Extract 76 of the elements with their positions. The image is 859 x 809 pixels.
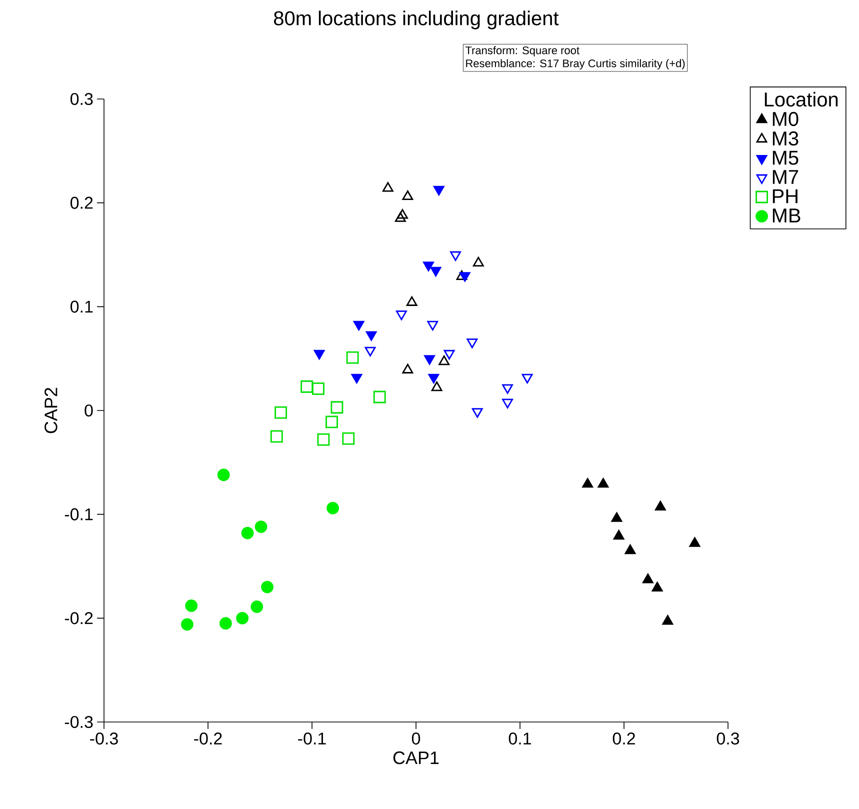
point (274, 406, 287, 419)
legend-label: M7 (772, 170, 798, 184)
point (312, 382, 324, 395)
point (300, 380, 314, 393)
point (326, 502, 340, 514)
point (459, 272, 470, 282)
point (181, 618, 194, 631)
x-tick-label: -0.3 (90, 732, 118, 745)
point (366, 331, 377, 341)
point (261, 580, 274, 594)
point (353, 320, 364, 331)
x-tick-label: 0.2 (612, 732, 635, 745)
chart-title: 80m locations including gradient (274, 10, 559, 30)
point (642, 574, 654, 584)
legend-label: PH (772, 189, 798, 204)
point (430, 266, 442, 277)
point (254, 520, 268, 533)
point (444, 350, 455, 360)
legend-label: M0 (772, 112, 798, 126)
point (433, 186, 444, 196)
point (472, 408, 483, 418)
point (219, 617, 232, 630)
legend-title: Location (764, 92, 838, 107)
point (450, 251, 461, 261)
point (522, 374, 533, 384)
point (326, 416, 338, 428)
point (396, 310, 407, 320)
y-tick-label: -0.2 (64, 612, 93, 624)
point (427, 320, 438, 331)
legend-label: M5 (772, 150, 798, 165)
point (317, 433, 330, 446)
point (502, 384, 513, 394)
y-axis-title: CAP2 (44, 388, 58, 434)
point (236, 612, 249, 624)
y-tick-label: 0.2 (70, 196, 93, 209)
point (373, 390, 386, 404)
point (624, 544, 636, 554)
x-tick-label: -0.1 (298, 732, 326, 745)
legend-label: MB (772, 208, 800, 222)
x-tick-label: 0.1 (508, 732, 531, 745)
x-axis-title: CAP1 (393, 751, 439, 764)
point (250, 600, 264, 613)
text: Transform: Square root (465, 46, 580, 56)
point (314, 350, 325, 360)
y-tick-label: -0.3 (64, 716, 93, 728)
text: Resemblance: S17 Bray Curtis similarity (+d) (466, 59, 685, 70)
point (662, 615, 674, 625)
point (502, 398, 513, 408)
point (582, 478, 594, 488)
y-tick-label: 0.3 (70, 92, 93, 106)
point (611, 512, 622, 522)
point (613, 530, 624, 540)
x-tick-label: 0.3 (716, 732, 740, 745)
y-tick-label: -0.1 (64, 508, 93, 520)
point (466, 338, 478, 348)
point (423, 262, 434, 272)
point (689, 537, 700, 547)
point (270, 430, 283, 443)
point (342, 432, 355, 445)
x-tick-label: 0 (412, 732, 420, 745)
point (185, 600, 198, 612)
point (428, 374, 440, 384)
point (346, 351, 359, 364)
point (351, 374, 362, 384)
legend-label: M3 (772, 131, 798, 146)
point (364, 346, 376, 356)
point (330, 401, 344, 414)
point (217, 468, 230, 482)
point (424, 355, 435, 365)
point (654, 500, 666, 511)
x-tick-label: -0.2 (194, 732, 222, 745)
point (652, 582, 663, 592)
y-tick-label: 0 (84, 404, 93, 417)
y-tick-label: 0.1 (70, 300, 93, 313)
point (241, 526, 254, 540)
point (598, 478, 609, 488)
